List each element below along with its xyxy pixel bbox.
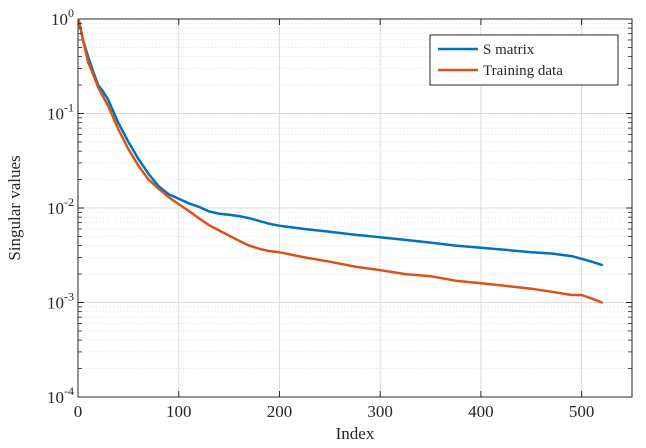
legend-label-s-matrix: S matrix — [483, 42, 535, 58]
y-tick-label: 10-1 — [47, 101, 74, 124]
legend: S matrix Training data — [429, 34, 619, 86]
x-tick-label: 200 — [267, 402, 293, 421]
legend-box — [429, 34, 619, 86]
x-tick-label: 300 — [367, 402, 393, 421]
x-tick-label: 400 — [468, 402, 494, 421]
y-tick-label: 10-3 — [47, 290, 74, 313]
series-layer — [77, 19, 604, 304]
x-tick-label: 0 — [74, 402, 83, 421]
series-line-s-matrix — [77, 19, 604, 267]
y-tick-label: 100 — [51, 6, 74, 29]
y-axis-title: Singular values — [5, 155, 24, 260]
series-line-training-data — [77, 19, 604, 304]
x-tick-label: 100 — [166, 402, 192, 421]
tick-layer: 0 100 200 300 400 500 100 10-1 10-2 10-3 10-4 — [47, 6, 632, 421]
y-tick-label: 10-4 — [47, 384, 74, 407]
legend-label-training-data: Training data — [483, 63, 563, 79]
y-tick-label: 10-2 — [47, 195, 74, 218]
x-axis-title: Index — [336, 424, 375, 443]
x-tick-label: 500 — [569, 402, 595, 421]
